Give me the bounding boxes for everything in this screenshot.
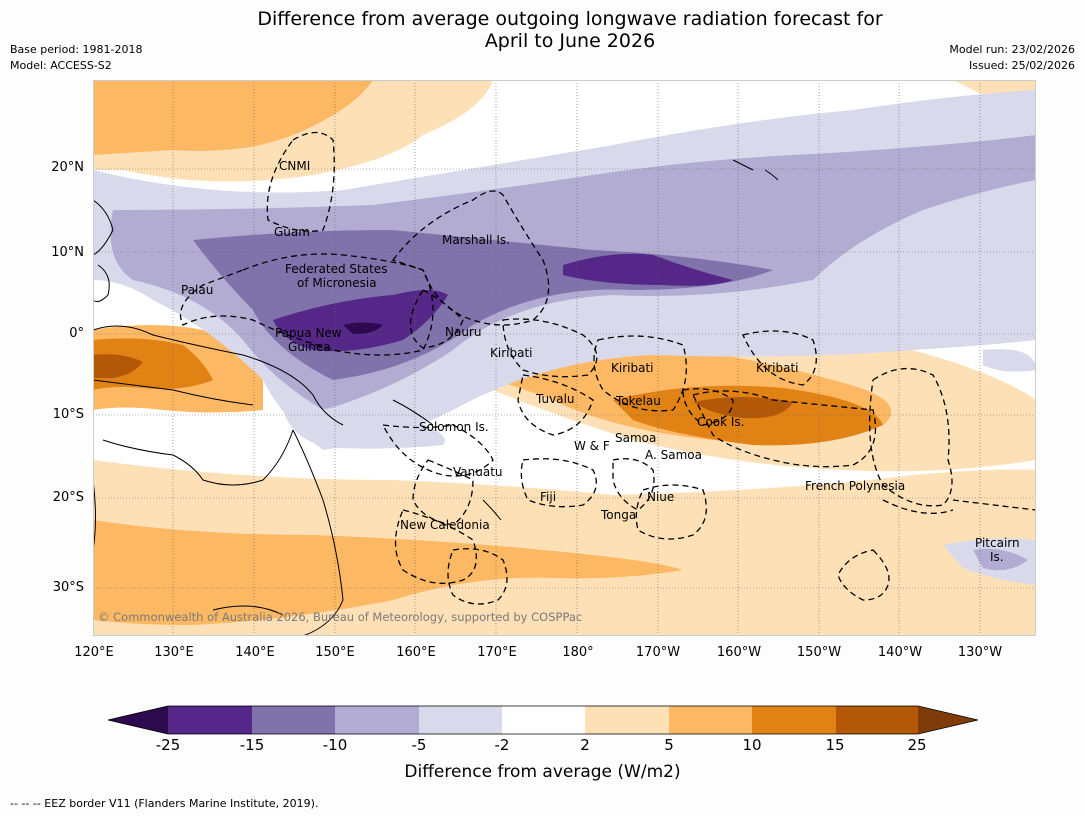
colorbar-segment-3: [335, 706, 419, 734]
colorbar-outline: [108, 705, 978, 735]
label-new-caledonia: New Caledonia: [400, 518, 490, 532]
lat-tick-10n: 10°N: [51, 245, 84, 260]
lon-tick-160w: 160°W: [716, 645, 762, 660]
colorbar-tick-7: 10: [742, 736, 762, 754]
label-vanuatu: Vanuatu: [453, 465, 503, 479]
colorbar-tick-1: -15: [239, 736, 265, 754]
lon-tick-170e: 170°E: [477, 645, 517, 660]
base-period: Base period: 1981-2018: [10, 43, 143, 56]
title-line-1: Difference from average outgoing longwav…: [257, 8, 883, 30]
colorbar-tick-5: 2: [580, 736, 590, 754]
label-tuvalu: Tuvalu: [535, 392, 575, 406]
title-line-2: April to June 2026: [484, 30, 656, 52]
lat-tick-20s: 20°S: [52, 490, 84, 505]
colorbar-tick-3: -5: [411, 736, 427, 754]
label-niue: Niue: [647, 490, 674, 504]
label-pitcairn-line1: Pitcairn: [975, 536, 1020, 550]
colorbar-tick-8: 15: [825, 736, 845, 754]
colorbar-segment-9: [836, 706, 918, 734]
colorbar-segment-7: [669, 706, 752, 734]
colorbar-segment-1: [168, 706, 252, 734]
eez-borders: [179, 131, 1036, 605]
label-samoa: Samoa: [615, 431, 656, 445]
copyright-note: © Commonwealth of Australia 2026, Bureau…: [98, 610, 582, 624]
label-asamoa: A. Samoa: [645, 448, 702, 462]
map-panel[interactable]: CNMI Guam Marshall Is. Federated States …: [93, 80, 1036, 636]
colorbar-segment-4: [419, 706, 502, 734]
label-cook: Cook Is.: [697, 415, 744, 429]
label-pitcairn-line2: Is.: [990, 550, 1004, 564]
issued-date: Issued: 25/02/2026: [968, 59, 1075, 72]
colorbar-label: Difference from average (W/m2): [404, 762, 681, 782]
label-nauru: Nauru: [445, 325, 481, 339]
label-guam: Guam: [274, 225, 310, 239]
model-run: Model run: 23/02/2026: [949, 43, 1075, 56]
label-french-polynesia: French Polynesia: [805, 479, 905, 493]
label-palau: Palau: [181, 283, 213, 297]
lon-tick-160e: 160°E: [396, 645, 436, 660]
positive-anomaly-fields: [93, 80, 1036, 636]
colorbar-min-arrow: [108, 706, 168, 734]
graticule: [93, 80, 1036, 636]
lat-tick-10s: 10°S: [52, 407, 84, 422]
lon-tick-120e: 120°E: [74, 645, 114, 660]
lat-tick-20n: 20°N: [51, 160, 84, 175]
colorbar-tick-4: -2: [494, 736, 510, 754]
meta-right: Model run: 23/02/2026 Issued: 25/02/2026: [949, 42, 1075, 74]
label-tokelau: Tokelau: [615, 394, 661, 408]
lat-tick-eq: 0°: [69, 326, 84, 341]
map-frame: [93, 80, 1036, 636]
lon-tick-150e: 150°E: [315, 645, 355, 660]
model-name: Model: ACCESS-S2: [10, 59, 112, 72]
colorbar-max-arrow: [918, 706, 978, 734]
colorbar-segment-5: [502, 706, 585, 734]
meta-left: Base period: 1981-2018 Model: ACCESS-S2: [10, 42, 142, 74]
colorbar: [108, 705, 978, 735]
region-labels: CNMI Guam Marshall Is. Federated States …: [98, 159, 1020, 624]
label-solomon: Solomon Is.: [419, 420, 489, 434]
map-title: Difference from average outgoing longwav…: [0, 8, 1085, 52]
label-fsm-line1: Federated States: [285, 262, 387, 276]
colorbar-segment-6: [585, 706, 669, 734]
lat-tick-30s: 30°S: [52, 580, 84, 595]
label-kiribati-east: Kiribati: [756, 361, 798, 375]
map-svg: CNMI Guam Marshall Is. Federated States …: [93, 80, 1036, 636]
lon-tick-180: 180°: [562, 645, 594, 660]
colorbar-tick-6: 5: [664, 736, 674, 754]
label-fsm-line2: of Micronesia: [297, 276, 377, 290]
lon-tick-140e: 140°E: [235, 645, 275, 660]
lon-tick-170w: 170°W: [635, 645, 681, 660]
colorbar-tick-9: 25: [907, 736, 927, 754]
colorbar-tick-0: -25: [155, 736, 181, 754]
label-marshall: Marshall Is.: [442, 233, 510, 247]
label-cnmi: CNMI: [279, 159, 310, 173]
colorbar-tick-2: -10: [322, 736, 348, 754]
colorbar-segment-2: [252, 706, 335, 734]
label-tonga: Tonga: [600, 508, 636, 522]
label-png-line1: Papua New: [275, 326, 342, 340]
label-kiribati-west: Kiribati: [490, 346, 532, 360]
negative-anomaly-fields: [93, 90, 1036, 585]
label-kiribati-central: Kiribati: [611, 361, 653, 375]
eez-note: -- -- -- EEZ border V11 (Flanders Marine…: [10, 797, 319, 810]
lon-tick-130e: 130°E: [154, 645, 194, 660]
label-wf: W & F: [574, 439, 610, 453]
label-png-line2: Guinea: [288, 340, 331, 354]
colorbar-segment-8: [752, 706, 836, 734]
label-fiji: Fiji: [540, 490, 556, 504]
lon-tick-130w: 130°W: [957, 645, 1003, 660]
lon-tick-150w: 150°W: [796, 645, 842, 660]
lon-tick-140w: 140°W: [877, 645, 923, 660]
coastlines: [93, 159, 779, 636]
